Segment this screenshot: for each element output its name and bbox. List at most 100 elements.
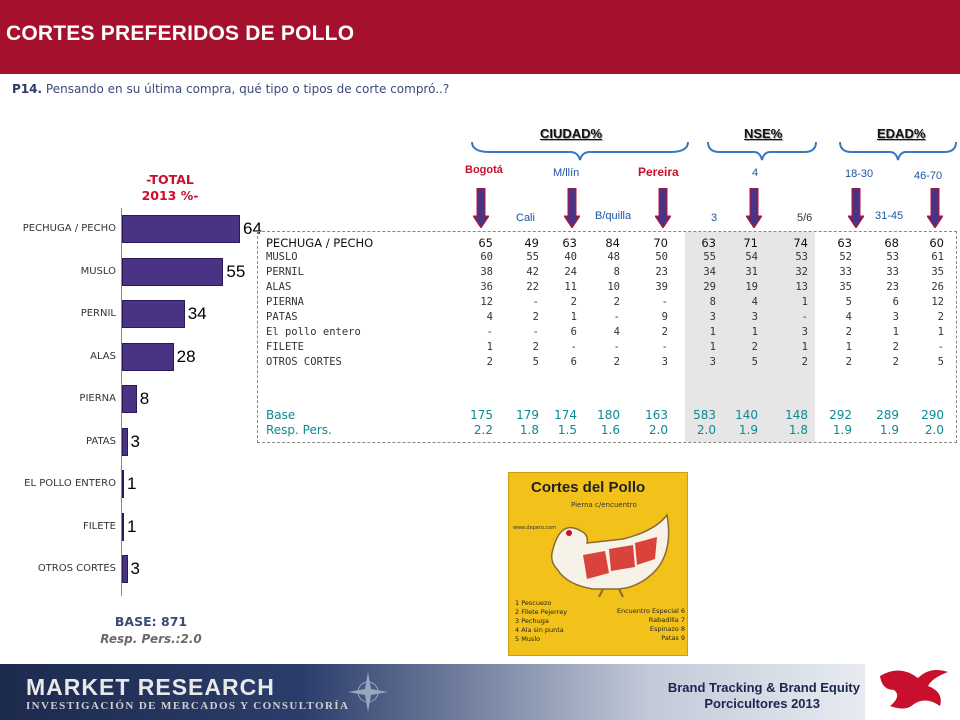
- table-cell: 6: [570, 356, 577, 368]
- table-cell: 290: [921, 408, 944, 422]
- poster-legend-item: Espinazo 8: [649, 625, 685, 633]
- table-row: PECHUGA / PECHO 65 49 63 84 70 63 71 74 63 68 60: [266, 236, 956, 250]
- question-text: P14. Pensando en su última compra, qué t…: [12, 82, 449, 96]
- page-title: CORTES PREFERIDOS DE POLLO: [6, 22, 355, 45]
- col-head-medellin: M/llín: [553, 167, 580, 179]
- col-head-pereira: Pereira: [638, 165, 679, 179]
- table-cell: 35: [931, 266, 944, 278]
- table-cell: 1: [845, 341, 852, 353]
- table-cell: -: [532, 296, 539, 308]
- poster-subtitle: Pierna c/encuentro: [571, 501, 637, 509]
- table-cell: 5: [937, 356, 944, 368]
- table-row: ALAS 36 22 11 10 39 29 19 13 35 23 26: [266, 281, 956, 295]
- table-cell: 1: [709, 326, 716, 338]
- bar-value-label: 34: [187, 304, 207, 323]
- poster-legend-left: 1 Pescuezo 2 Filete Pejerrey 3 Pechuga 4 Al…: [515, 599, 567, 644]
- table-cell: -: [613, 341, 620, 353]
- table-cell: 5: [751, 356, 758, 368]
- bar-label: MUSLO: [80, 265, 116, 277]
- table-cell: 26: [931, 281, 944, 293]
- table-cell: 70: [653, 236, 668, 250]
- brace-nse-icon: [707, 141, 817, 161]
- table-cell: 2.0: [696, 423, 716, 437]
- bar: [122, 385, 137, 413]
- table-cell: 2: [937, 311, 944, 323]
- question-number: P14.: [12, 82, 43, 96]
- table-cell: 39: [655, 281, 668, 293]
- bar-label: OTROS CORTES: [37, 563, 116, 574]
- col-head-bogota: Bogotá: [465, 164, 503, 176]
- table-cell: 148: [785, 408, 808, 422]
- table-cell: 2: [613, 356, 620, 368]
- table-cell: 50: [655, 251, 668, 263]
- table-cell: 5: [532, 356, 539, 368]
- row-label: FILETE: [266, 341, 304, 353]
- table-cell: 180: [597, 408, 620, 422]
- table-cell: -: [613, 311, 620, 323]
- bar: [122, 512, 124, 541]
- table-cell: -: [486, 326, 493, 338]
- row-label: OTROS CORTES: [266, 356, 342, 368]
- table-cell: 12: [931, 296, 944, 308]
- row-label: PERNIL: [266, 266, 304, 278]
- chart-axis: [121, 208, 122, 596]
- chicken-cuts-poster: Cortes del Pollo Pierna c/encuentro www.…: [508, 472, 688, 656]
- table-cell: 22: [526, 281, 539, 293]
- total-heading-line2: 2013 %-: [141, 188, 199, 203]
- bar-value-label: 8: [139, 389, 150, 408]
- question-body: Pensando en su última compra, qué tipo o…: [45, 82, 450, 96]
- bar: [122, 555, 128, 583]
- bar-label: PATAS: [86, 435, 116, 447]
- arrow-medellin-icon: [564, 188, 580, 228]
- bar: [122, 300, 185, 328]
- table-cell: 583: [693, 408, 716, 422]
- arrow-pereira-icon: [655, 188, 671, 228]
- table-cell: 4: [486, 311, 493, 323]
- arrow-nse-4-icon: [746, 188, 762, 228]
- poster-legend-item: Patas 9: [661, 634, 685, 642]
- table-cell: 2: [486, 356, 493, 368]
- table-cell: 6: [570, 326, 577, 338]
- bar-label: PERNIL: [80, 308, 116, 319]
- table-cell: 19: [745, 281, 758, 293]
- table-cell: 1.5: [557, 423, 577, 437]
- table-cell: 48: [607, 251, 620, 263]
- arrow-18-30-icon: [848, 188, 864, 228]
- bar-value-label: 3: [130, 431, 140, 451]
- table-cell: 1: [570, 311, 577, 323]
- table-cell: 3: [661, 356, 668, 368]
- table-cell: 63: [562, 236, 577, 250]
- row-label: El pollo entero: [266, 326, 361, 338]
- table-cell: 2: [661, 326, 668, 338]
- table-cell: 1: [937, 326, 944, 338]
- table-cell: 52: [839, 251, 852, 263]
- col-head-nse-4: 4: [752, 167, 759, 179]
- table-cell: 2.0: [648, 423, 668, 437]
- footer-band: MARKET RESEARCH INVESTIGACIÓN DE MERCADO…: [0, 664, 865, 720]
- total-heading-line1: -TOTAL: [146, 172, 194, 187]
- brace-edad-icon: [839, 141, 957, 161]
- col-head-nse-3: 3: [711, 212, 718, 224]
- table-row: PERNIL 38 42 24 8 23 34 31 32 33 33 35: [266, 266, 956, 280]
- table-cell: 32: [795, 266, 808, 278]
- poster-legend-item: Encuentro Especial 6: [616, 607, 685, 615]
- table-row: FILETE 1 2 - - - 1 2 1 1 2 -: [266, 341, 956, 355]
- table-cell: 163: [645, 408, 668, 422]
- table-cell: 11: [564, 281, 577, 293]
- row-label: Base: [266, 408, 296, 422]
- bar-label: PIERNA: [79, 393, 116, 404]
- table-cell: 60: [929, 236, 944, 250]
- table-cell: -: [532, 326, 539, 338]
- table-cell: 74: [793, 236, 808, 250]
- table-row: Base 175 179 174 180 163 583 140 148 292 289 290: [266, 408, 956, 422]
- row-label: MUSLO: [266, 251, 298, 263]
- bar-label: PECHUGA / PECHO: [22, 223, 116, 234]
- bar-value-label: 3: [130, 559, 140, 578]
- arrow-46-70-icon: [927, 188, 943, 228]
- table-cell: 10: [607, 281, 620, 293]
- table-cell: 40: [564, 251, 577, 263]
- table-cell: -: [661, 341, 668, 353]
- poster-legend-right: Encuentro Especial 6 Rabadilla 7 Espinazo …: [595, 607, 685, 643]
- bar: [122, 257, 224, 286]
- red-logo-icon: [870, 656, 960, 720]
